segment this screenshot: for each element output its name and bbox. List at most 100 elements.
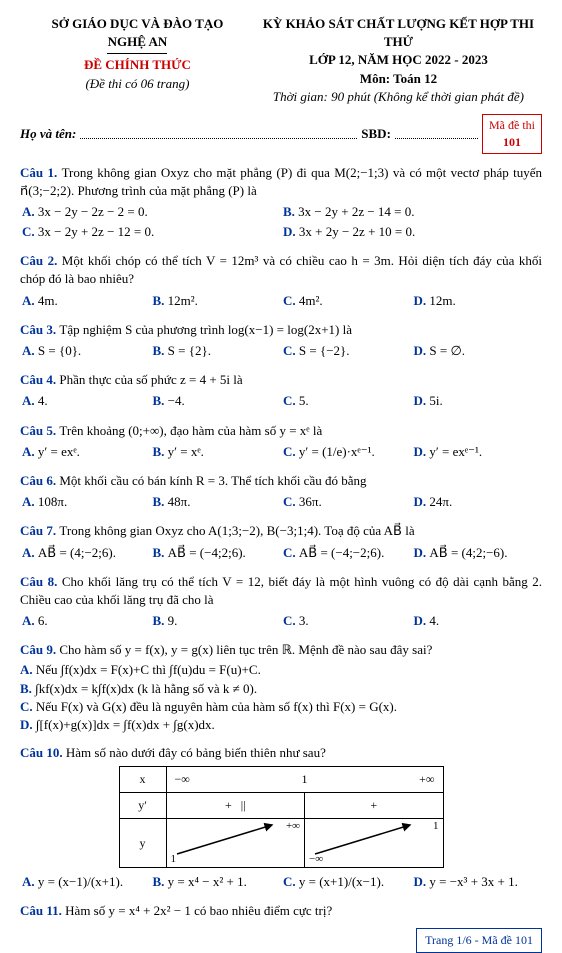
qtext: Phần thực của số phức z = 4 + 5i là bbox=[59, 372, 242, 387]
exam-code-l1: Mã đề thi bbox=[489, 118, 535, 132]
qnum: Câu 1. bbox=[20, 165, 62, 180]
question-5: Câu 5. Trên khoảng (0;+∞), đạo hàm của h… bbox=[20, 422, 542, 462]
opt-C: C. 4m². bbox=[281, 291, 412, 311]
question-8: Câu 8. Cho khối lăng trụ có thể tích V =… bbox=[20, 573, 542, 632]
opt-A: A. Nếu ∫f(x)dx = F(x)+C thì ∫f(u)du = F(… bbox=[20, 661, 542, 679]
opt-A: A. y′ = exᵉ. bbox=[20, 442, 151, 462]
page-header: SỞ GIÁO DỤC VÀ ĐÀO TẠO NGHỆ AN ĐỀ CHÍNH … bbox=[20, 15, 542, 106]
question-11: Câu 11. Hàm số y = x⁴ + 2x² − 1 có bao n… bbox=[20, 902, 542, 920]
opt-C: C. y′ = (1/e)·xᵉ⁻¹. bbox=[281, 442, 412, 462]
opt-A: A. 4. bbox=[20, 391, 151, 411]
qnum: Câu 6. bbox=[20, 473, 59, 488]
question-10: Câu 10. Hàm số nào dưới đây có bảng biến… bbox=[20, 744, 542, 892]
opt-C: C. 3x − 2y + 2z − 12 = 0. bbox=[20, 222, 281, 242]
opt-C: C. Nếu F(x) và G(x) đều là nguyên hàm củ… bbox=[20, 698, 542, 716]
opt-D: D. ∫[f(x)+g(x)]dx = ∫f(x)dx + ∫g(x)dx. bbox=[20, 716, 542, 734]
question-2: Câu 2. Một khối chóp có thể tích V = 12m… bbox=[20, 252, 542, 311]
qtext: Trong không gian Oxyz cho mặt phẳng (P) … bbox=[20, 165, 542, 198]
question-9: Câu 9. Cho hàm số y = f(x), y = g(x) liê… bbox=[20, 641, 542, 734]
candidate-row: Họ và tên: SBD: Mã đề thi 101 bbox=[20, 114, 542, 154]
sbd-dots bbox=[395, 128, 478, 139]
opt-C: C. S = {−2}. bbox=[281, 341, 412, 361]
opt-B: B. 3x − 2y + 2z − 14 = 0. bbox=[281, 202, 542, 222]
cell-x: x bbox=[119, 767, 166, 793]
arrow-icon bbox=[167, 819, 287, 859]
cell-yprime: y′ bbox=[119, 793, 166, 819]
opt-D: D. AB⃗ = (4;2;−6). bbox=[412, 543, 543, 563]
qnum: Câu 5. bbox=[20, 423, 59, 438]
opt-D: D. 12m. bbox=[412, 291, 543, 311]
qtext: Hàm số nào dưới đây có bảng biến thiên n… bbox=[66, 745, 326, 760]
qtext: Một khối cầu có bán kính R = 3. Thể tích… bbox=[59, 473, 366, 488]
opt-D: D. 3x + 2y − 2z + 10 = 0. bbox=[281, 222, 542, 242]
header-left: SỞ GIÁO DỤC VÀ ĐÀO TẠO NGHỆ AN ĐỀ CHÍNH … bbox=[20, 15, 255, 106]
opt-B: B. −4. bbox=[151, 391, 282, 411]
opt-D: D. y′ = exᵉ⁻¹. bbox=[412, 442, 543, 462]
opt-A: A. 108π. bbox=[20, 492, 151, 512]
exam-code-box: Mã đề thi 101 bbox=[482, 114, 542, 154]
opt-A: A. 4m. bbox=[20, 291, 151, 311]
header-right: KỲ KHẢO SÁT CHẤT LƯỢNG KẾT HỢP THI THỬ L… bbox=[255, 15, 542, 106]
opt-A: A. S = {0}. bbox=[20, 341, 151, 361]
opt-C: C. 5. bbox=[281, 391, 412, 411]
qnum: Câu 4. bbox=[20, 372, 59, 387]
opt-C: C. y = (x+1)/(x−1). bbox=[281, 872, 412, 892]
opt-D: D. S = ∅. bbox=[412, 341, 543, 361]
subject: Môn: Toán 12 bbox=[255, 70, 542, 88]
opt-A: A. AB⃗ = (4;−2;6). bbox=[20, 543, 151, 563]
qnum: Câu 7. bbox=[20, 523, 59, 538]
org-line1: SỞ GIÁO DỤC VÀ ĐÀO TẠO bbox=[20, 15, 255, 33]
qnum: Câu 10. bbox=[20, 745, 66, 760]
opt-D: D. 24π. bbox=[412, 492, 543, 512]
opt-A: A. y = (x−1)/(x+1). bbox=[20, 872, 151, 892]
sbd-label: SBD: bbox=[361, 125, 391, 143]
qnum: Câu 2. bbox=[20, 253, 62, 268]
opt-A: A. 3x − 2y − 2z − 2 = 0. bbox=[20, 202, 281, 222]
qtext: Trong không gian Oxyz cho A(1;3;−2), B(−… bbox=[59, 523, 414, 538]
qnum: Câu 8. bbox=[20, 574, 62, 589]
opt-C: C. 3. bbox=[281, 611, 412, 631]
page-footer: Trang 1/6 - Mã đề 101 bbox=[416, 928, 542, 953]
opt-D: D. y = −x³ + 3x + 1. bbox=[412, 872, 543, 892]
opt-B: B. AB⃗ = (−4;2;6). bbox=[151, 543, 282, 563]
opt-A: A. 6. bbox=[20, 611, 151, 631]
qtext: Cho hàm số y = f(x), y = g(x) liên tục t… bbox=[59, 642, 432, 657]
opt-C: C. 36π. bbox=[281, 492, 412, 512]
name-dots bbox=[80, 128, 357, 139]
qnum: Câu 3. bbox=[20, 322, 59, 337]
exam-official: ĐỀ CHÍNH THỨC bbox=[20, 56, 255, 74]
title-line2: LỚP 12, NĂM HỌC 2022 - 2023 bbox=[255, 51, 542, 69]
opt-B: B. S = {2}. bbox=[151, 341, 282, 361]
variation-table: x −∞ 1 +∞ y′ + || + y +∞ 1 bbox=[119, 766, 444, 868]
arrow-icon bbox=[305, 819, 425, 859]
opt-D: D. 4. bbox=[412, 611, 543, 631]
question-3: Câu 3. Tập nghiệm S của phương trình log… bbox=[20, 321, 542, 361]
question-6: Câu 6. Một khối cầu có bán kính R = 3. T… bbox=[20, 472, 542, 512]
question-4: Câu 4. Phần thực của số phức z = 4 + 5i … bbox=[20, 371, 542, 411]
cell-y: y bbox=[119, 819, 166, 868]
title-line1: KỲ KHẢO SÁT CHẤT LƯỢNG KẾT HỢP THI THỬ bbox=[255, 15, 542, 51]
opt-B: B. ∫kf(x)dx = k∫f(x)dx (k là hằng số và … bbox=[20, 680, 542, 698]
duration: Thời gian: 90 phút (Không kể thời gian p… bbox=[255, 88, 542, 106]
name-label: Họ và tên: bbox=[20, 125, 76, 143]
qtext: Tập nghiệm S của phương trình log(x−1) =… bbox=[59, 322, 352, 337]
qnum: Câu 11. bbox=[20, 903, 65, 918]
qnum: Câu 9. bbox=[20, 642, 59, 657]
opt-D: D. 5i. bbox=[412, 391, 543, 411]
opt-B: B. 48π. bbox=[151, 492, 282, 512]
qtext: Cho khối lăng trụ có thể tích V = 12, bi… bbox=[20, 574, 542, 607]
question-1: Câu 1. Trong không gian Oxyz cho mặt phẳ… bbox=[20, 164, 542, 243]
qtext: Một khối chóp có thể tích V = 12m³ và có… bbox=[20, 253, 542, 286]
opt-B: B. 9. bbox=[151, 611, 282, 631]
divider bbox=[107, 53, 167, 54]
org-line2: NGHỆ AN bbox=[20, 33, 255, 51]
qtext: Trên khoảng (0;+∞), đạo hàm của hàm số y… bbox=[59, 423, 322, 438]
opt-B: B. y = x⁴ − x² + 1. bbox=[151, 872, 282, 892]
question-7: Câu 7. Trong không gian Oxyz cho A(1;3;−… bbox=[20, 522, 542, 562]
page-count: (Đề thi có 06 trang) bbox=[20, 75, 255, 93]
opt-B: B. 12m². bbox=[151, 291, 282, 311]
qtext: Hàm số y = x⁴ + 2x² − 1 có bao nhiêu điể… bbox=[65, 903, 332, 918]
opt-C: C. AB⃗ = (−4;−2;6). bbox=[281, 543, 412, 563]
exam-code-l2: 101 bbox=[503, 135, 521, 149]
opt-B: B. y′ = xᵉ. bbox=[151, 442, 282, 462]
